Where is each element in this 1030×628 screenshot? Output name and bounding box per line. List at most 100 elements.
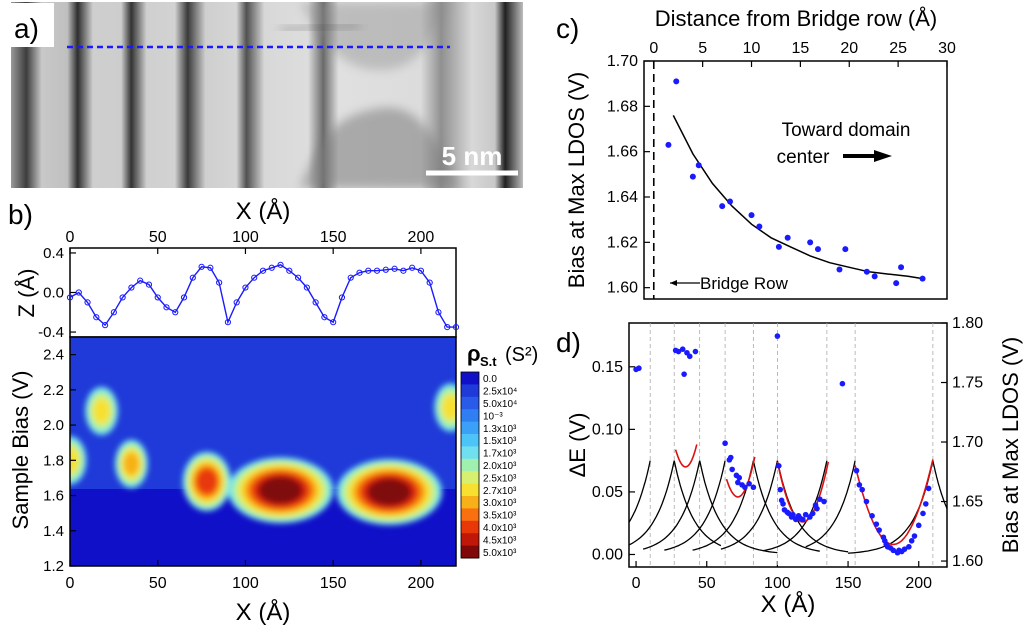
colorbar-swatch (461, 396, 479, 410)
data-point (842, 246, 849, 253)
bias-tick-label: 1.6 (43, 488, 64, 505)
z-profile-point (268, 264, 275, 271)
colorbar-swatch (461, 496, 479, 509)
heatmap-contour (196, 469, 217, 494)
data-point (906, 543, 912, 550)
colorbar-label: 3.0x10³ (483, 498, 517, 509)
exp-decay-curve (932, 460, 948, 509)
y-tick-label: 0.10 (592, 421, 623, 438)
z-profile-point (277, 261, 284, 268)
data-point (727, 454, 734, 461)
heatmap-contour (93, 399, 110, 423)
panel-c: c) Distance from Bridge row (Å) 0 5 10 15 20… (556, 6, 956, 300)
z-profile-point (417, 267, 425, 274)
colorbar-label: 1.5x10³ (483, 436, 517, 447)
data-point (809, 510, 816, 517)
panel-b-top-ticks: 0 50 100 150 200 (66, 229, 434, 254)
exp-decay-curve (642, 460, 701, 550)
x-tick-label: 50 (698, 575, 716, 592)
exp-decay-curve (752, 460, 820, 552)
z-profile-point (216, 279, 223, 286)
z-profile-point (435, 309, 442, 316)
data-point (923, 501, 929, 507)
toward-domain-label: Toward domain (782, 120, 911, 141)
z-profile-point (172, 309, 179, 316)
z-profile-point (180, 294, 188, 301)
exp-decay-curve (805, 460, 856, 548)
z-profile-point (338, 294, 346, 301)
z-profile-point (330, 319, 337, 326)
z-profile-point (93, 314, 100, 321)
z-profile-point (452, 324, 460, 331)
data-point (675, 348, 682, 355)
z-axis-ticks: 0.4 0.0 -0.4 (38, 245, 76, 341)
data-point (679, 346, 686, 352)
z-profile-point (233, 299, 240, 306)
z-profile-point (137, 277, 144, 284)
data-point (777, 486, 784, 493)
z-profile-point (321, 314, 328, 321)
colorbar-swatch (461, 446, 479, 460)
data-point (915, 522, 922, 529)
data-point (873, 521, 880, 527)
bias-tick-label: 2.2 (43, 382, 64, 399)
z-profile-plot (66, 261, 460, 331)
heatmap-frame (69, 336, 457, 567)
data-point (853, 467, 860, 474)
z-profile-point (101, 322, 109, 329)
data-point (871, 273, 878, 280)
exp-decay-curve (664, 460, 726, 551)
z-tick-label: -0.4 (38, 324, 64, 341)
z-profile-point (75, 289, 82, 296)
z-profile-point (347, 274, 354, 281)
x-tick-label: 150 (320, 575, 347, 592)
bias-tick-label: 2.0 (43, 417, 64, 434)
panel-c-frame (643, 60, 948, 300)
data-point (814, 505, 820, 512)
x-tick-label: 150 (835, 575, 862, 592)
colorbar-frame (460, 371, 480, 559)
colorbar-label: 4.5x10³ (483, 535, 517, 546)
data-point (919, 275, 926, 282)
colorbar-swatch (461, 409, 479, 423)
y-tick-label: 0.00 (592, 546, 623, 563)
x-tick-label: 0 (66, 229, 75, 246)
data-point (901, 546, 908, 552)
colorbar-swatch (461, 471, 479, 485)
toward-arrow (843, 150, 892, 162)
colorbar-swatch (461, 458, 479, 472)
heatmap-contour (368, 479, 411, 506)
fit-curve (672, 115, 923, 280)
z-profile-point (312, 299, 319, 306)
red-fit-curve (725, 456, 756, 498)
panel-b: b) X (Å) 0 50 100 150 200 0.4 0.0 -0.4 Z (Å) 2… (8, 197, 538, 626)
x-tick-label: 100 (232, 575, 259, 592)
panel-c-ticks: 0 5 10 15 20 25 30 1.70 1.68 1.66 1.64 1.62 1.60 (607, 40, 956, 297)
data-point (681, 371, 687, 377)
data-point (689, 173, 696, 180)
colorbar-label: 4.0x10³ (483, 523, 517, 534)
bridge-arrow (670, 280, 700, 286)
data-point (719, 203, 726, 210)
x-tick-label: 0 (66, 575, 75, 592)
colorbar-label: 2.5x10³ (483, 473, 517, 484)
panel-c-plot (652, 61, 926, 299)
z-profile-point (444, 324, 451, 331)
y-tick-label: 1.64 (607, 189, 638, 206)
colorbar-label: 10⁻³ (483, 411, 503, 422)
colorbar-units: (S²) (505, 344, 538, 366)
z-profile-point (128, 284, 135, 291)
colorbar-swatch (461, 421, 479, 435)
panel-d-label: d) (556, 327, 581, 358)
data-point (736, 474, 743, 481)
z-profile-point (426, 279, 433, 286)
z-profile-point (242, 284, 249, 291)
heatmap-contour (123, 452, 139, 475)
data-point (859, 486, 865, 493)
y-tick-label: 1.66 (607, 144, 638, 161)
data-point (869, 513, 875, 519)
x-tick-label: 100 (764, 575, 791, 592)
panel-d-y-axis-label: ΔE (V) (565, 413, 590, 478)
z-profile-point (163, 304, 170, 311)
heatmap-contour (442, 395, 456, 420)
